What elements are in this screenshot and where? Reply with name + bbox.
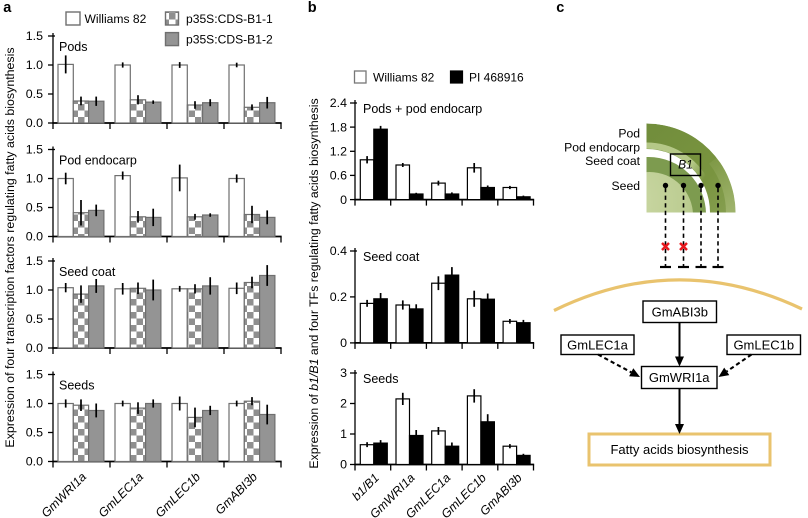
svg-text:Pods: Pods — [59, 40, 88, 54]
svg-text:0.5: 0.5 — [26, 426, 43, 440]
svg-text:1.8: 1.8 — [330, 120, 347, 134]
svg-text:3: 3 — [340, 366, 347, 380]
svg-text:Fatty acids biosynthesis: Fatty acids biosynthesis — [610, 442, 749, 457]
svg-text:0: 0 — [340, 193, 347, 207]
svg-text:B1: B1 — [678, 158, 693, 172]
svg-text:Expression of b1/B1 and four T: Expression of b1/B1 and four TFs regulat… — [307, 98, 321, 468]
svg-text:c: c — [556, 0, 564, 16]
svg-text:0.5: 0.5 — [26, 312, 43, 326]
svg-text:Pod endocarp: Pod endocarp — [564, 141, 640, 155]
svg-text:0.5: 0.5 — [26, 201, 43, 215]
svg-text:Williams 82: Williams 82 — [373, 70, 435, 84]
svg-text:0.0: 0.0 — [26, 455, 43, 469]
svg-text:1.0: 1.0 — [26, 58, 43, 72]
svg-text:0.4: 0.4 — [330, 244, 347, 258]
svg-text:Seeds: Seeds — [59, 379, 94, 393]
svg-text:1.0: 1.0 — [26, 397, 43, 411]
svg-text:Expression of four transcripti: Expression of four transcription factors… — [3, 47, 17, 447]
svg-text:1.5: 1.5 — [26, 143, 43, 157]
svg-text:GmLEC1a: GmLEC1a — [96, 470, 147, 518]
svg-text:1.5: 1.5 — [26, 368, 43, 382]
svg-text:b1/B1: b1/B1 — [349, 471, 382, 504]
svg-text:0.2: 0.2 — [330, 290, 347, 304]
svg-text:1.2: 1.2 — [330, 145, 347, 159]
svg-text:0: 0 — [340, 336, 347, 350]
svg-text:GmLEC1b: GmLEC1b — [733, 337, 794, 352]
svg-text:1.5: 1.5 — [26, 254, 43, 268]
svg-text:Seed coat: Seed coat — [363, 250, 420, 264]
svg-text:Seed coat: Seed coat — [585, 154, 640, 168]
svg-text:2: 2 — [340, 397, 347, 411]
svg-text:GmABI3b: GmABI3b — [652, 304, 708, 319]
svg-text:Seeds: Seeds — [363, 372, 398, 386]
svg-text:Seed: Seed — [612, 179, 640, 193]
svg-text:0.0: 0.0 — [26, 341, 43, 355]
svg-text:Pods + pod endocarp: Pods + pod endocarp — [363, 102, 482, 116]
svg-text:Pod: Pod — [618, 127, 640, 141]
svg-text:0.0: 0.0 — [26, 230, 43, 244]
svg-text:1.0: 1.0 — [26, 172, 43, 186]
svg-text:p35S:CDS-B1-1: p35S:CDS-B1-1 — [186, 12, 273, 26]
svg-text:Williams 82: Williams 82 — [85, 12, 147, 26]
svg-text:2.4: 2.4 — [330, 96, 347, 110]
svg-text:GmLEC1a: GmLEC1a — [567, 337, 628, 352]
svg-text:0: 0 — [340, 458, 347, 472]
svg-text:Pod endocarp: Pod endocarp — [59, 154, 137, 168]
svg-text:PI 468916: PI 468916 — [469, 70, 524, 84]
svg-text:0.0: 0.0 — [26, 116, 43, 130]
svg-text:GmABI3b: GmABI3b — [213, 470, 261, 518]
svg-text:a: a — [3, 0, 12, 16]
svg-text:b: b — [308, 0, 317, 16]
svg-text:0.5: 0.5 — [26, 87, 43, 101]
svg-text:GmLEC1b: GmLEC1b — [153, 470, 204, 518]
svg-text:1: 1 — [340, 427, 347, 441]
svg-text:1.5: 1.5 — [26, 29, 43, 43]
svg-text:p35S:CDS-B1-2: p35S:CDS-B1-2 — [186, 32, 273, 46]
svg-text:Seed coat: Seed coat — [59, 265, 116, 279]
svg-text:GmWRI1a: GmWRI1a — [649, 370, 710, 385]
svg-text:1.0: 1.0 — [26, 283, 43, 297]
svg-text:GmWRI1a: GmWRI1a — [39, 470, 90, 518]
svg-text:0.6: 0.6 — [330, 169, 347, 183]
